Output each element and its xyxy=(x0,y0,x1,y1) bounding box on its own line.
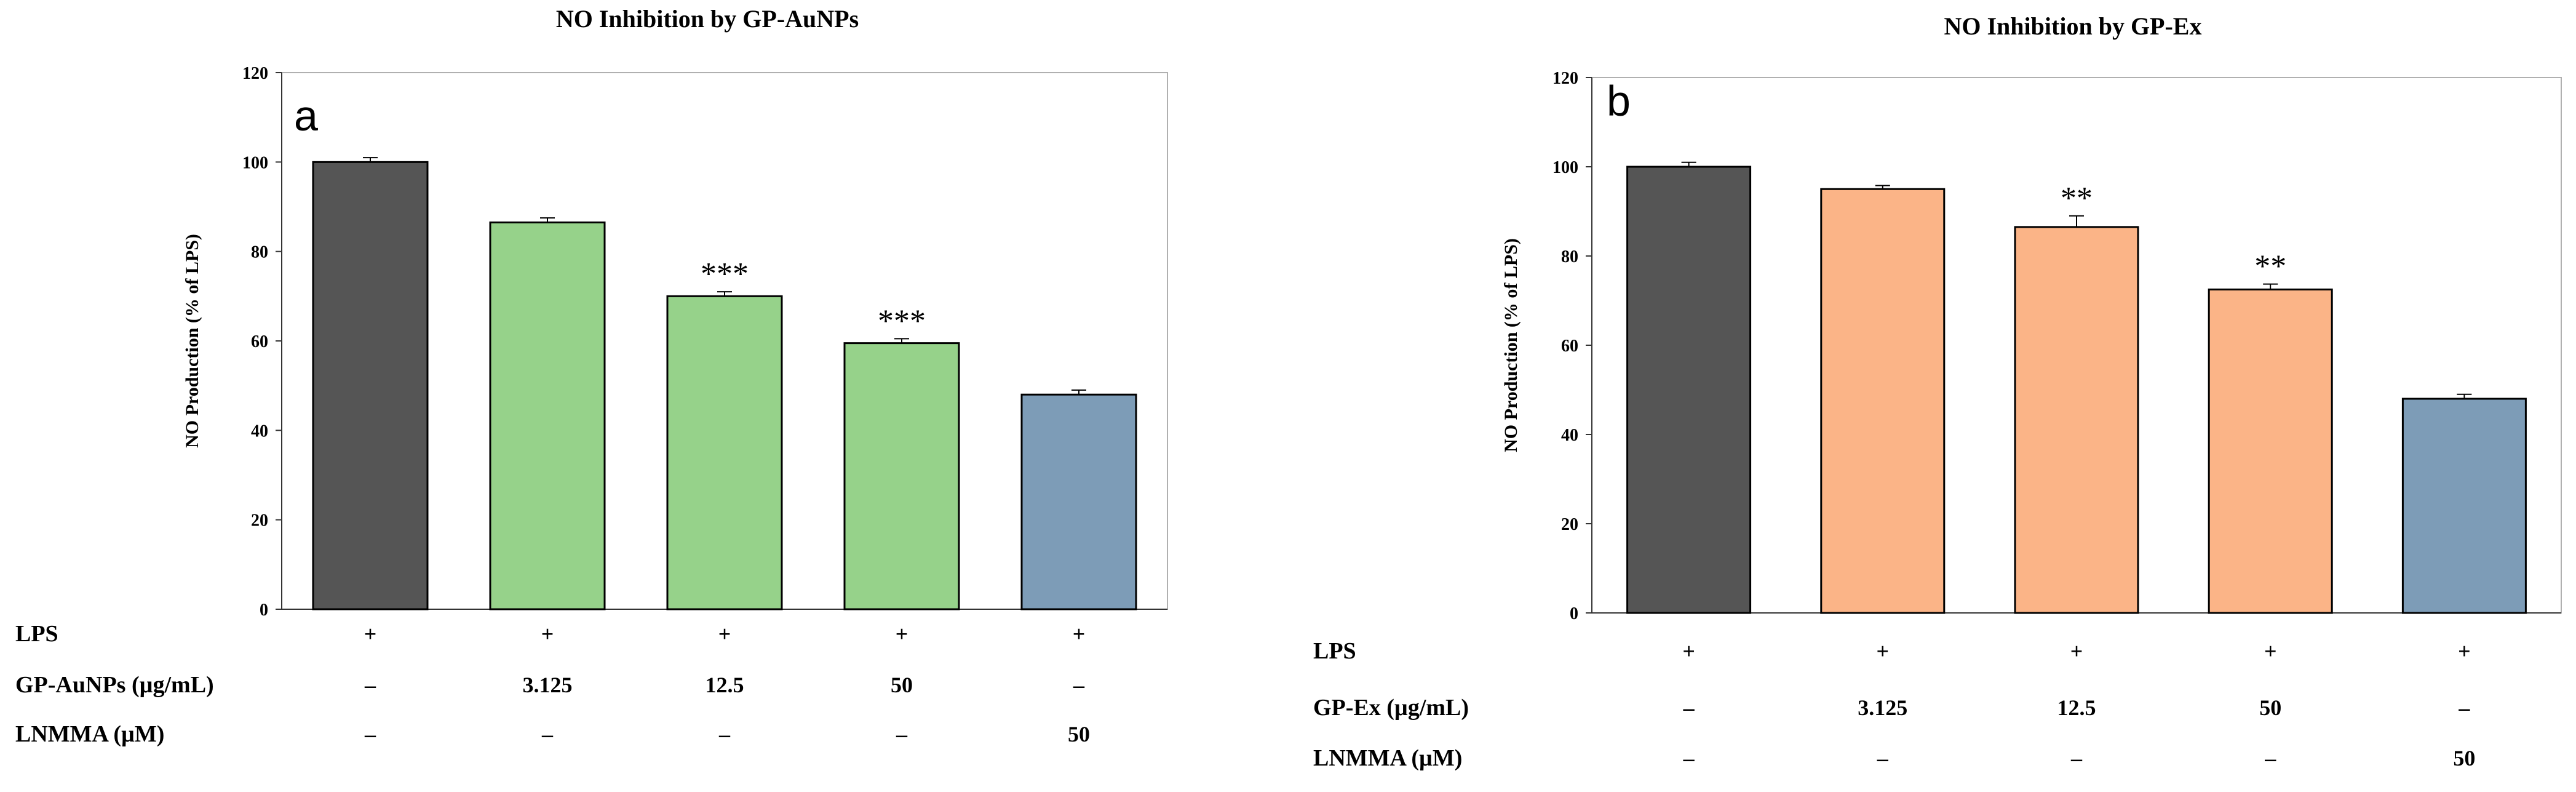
treatment-value: + xyxy=(2070,639,2083,663)
bar-1 xyxy=(312,161,429,610)
treatment-value: + xyxy=(1073,622,1086,646)
bar-4 xyxy=(843,342,960,610)
treatment-value: + xyxy=(1682,639,1695,663)
treatment-value: – xyxy=(1683,746,1695,770)
y-tick-label: 60 xyxy=(251,332,268,351)
y-axis-label: NO Production (% of LPS) xyxy=(1501,238,1521,452)
y-tick-label: 0 xyxy=(1570,604,1578,623)
treatment-value: + xyxy=(541,622,554,646)
treatment-value: 50 xyxy=(891,673,913,697)
treatment-value: 50 xyxy=(2259,695,2281,720)
y-tick-label: 120 xyxy=(1552,69,1578,88)
y-tick-label: 100 xyxy=(242,153,268,172)
panel-label: b xyxy=(1607,77,1631,125)
treatment-value: – xyxy=(896,722,908,746)
bar-4 xyxy=(2208,288,2333,614)
treatment-value: – xyxy=(2458,695,2470,720)
treatment-value: 50 xyxy=(2453,746,2475,770)
bar-3 xyxy=(2014,226,2139,614)
treatment-row-label: GP-Ex (µg/mL) xyxy=(1313,695,1469,721)
treatment-value: – xyxy=(364,673,376,697)
significance-marker: ** xyxy=(2061,181,2093,216)
treatment-value: – xyxy=(1073,673,1085,697)
bar-5 xyxy=(1020,393,1137,610)
chart-title: NO Inhibition by GP-AuNPs xyxy=(556,5,859,33)
y-tick-label: 100 xyxy=(1552,158,1578,177)
treatment-value: – xyxy=(1877,746,1889,770)
bar-3 xyxy=(666,295,783,610)
treatment-value: 3.125 xyxy=(1858,695,1907,720)
bar-5 xyxy=(2401,398,2527,614)
y-tick-label: 40 xyxy=(251,422,268,441)
treatment-value: – xyxy=(541,722,554,746)
y-tick-label: 60 xyxy=(1561,337,1578,356)
y-tick-label: 20 xyxy=(1561,515,1578,534)
chart-title: NO Inhibition by GP-Ex xyxy=(1944,12,2201,40)
treatment-row-label: LNMMA (µM) xyxy=(15,721,164,747)
treatment-row-label: LNMMA (µM) xyxy=(1313,745,1462,771)
treatment-value: – xyxy=(1683,695,1695,720)
y-tick-label: 80 xyxy=(251,243,268,262)
treatment-value: – xyxy=(364,722,376,746)
treatment-value: + xyxy=(1877,639,1890,663)
treatment-value: + xyxy=(2264,639,2277,663)
treatment-value: + xyxy=(364,622,377,646)
significance-marker: *** xyxy=(701,257,749,292)
treatment-value: – xyxy=(2264,746,2276,770)
treatment-row-label: LPS xyxy=(15,621,58,647)
panel-label: a xyxy=(294,92,318,140)
y-tick-label: 80 xyxy=(1561,247,1578,266)
y-tick-label: 120 xyxy=(242,64,268,83)
treatment-value: + xyxy=(2458,639,2471,663)
chart-panel-b: NO Inhibition by GP-Ex 0 20 40 60 80 100 120 NO … xyxy=(1313,12,2562,771)
significance-marker: *** xyxy=(878,303,926,338)
bar-1 xyxy=(1626,166,1752,614)
y-tick-label: 0 xyxy=(260,601,268,620)
y-tick-label: 40 xyxy=(1561,426,1578,445)
treatment-value: 12.5 xyxy=(2057,695,2096,720)
treatment-value: 12.5 xyxy=(706,673,744,697)
bar-2 xyxy=(489,221,606,610)
y-axis-label: NO Production (% of LPS) xyxy=(182,234,202,448)
treatment-value: + xyxy=(718,622,731,646)
y-tick-label: 20 xyxy=(251,511,268,530)
treatment-row-label: GP-AuNPs (µg/mL) xyxy=(15,672,214,698)
bar-2 xyxy=(1820,188,1946,614)
treatment-value: – xyxy=(718,722,731,746)
treatment-value: 50 xyxy=(1068,722,1090,746)
chart-panel-a: NO Inhibition by GP-AuNPs 0 20 40 60 80 100 120… xyxy=(15,5,1168,747)
treatment-row-label: LPS xyxy=(1313,638,1356,664)
treatment-value: 3.125 xyxy=(523,673,573,697)
treatment-value: – xyxy=(2070,746,2083,770)
significance-marker: ** xyxy=(2254,249,2286,284)
treatment-value: + xyxy=(896,622,908,646)
